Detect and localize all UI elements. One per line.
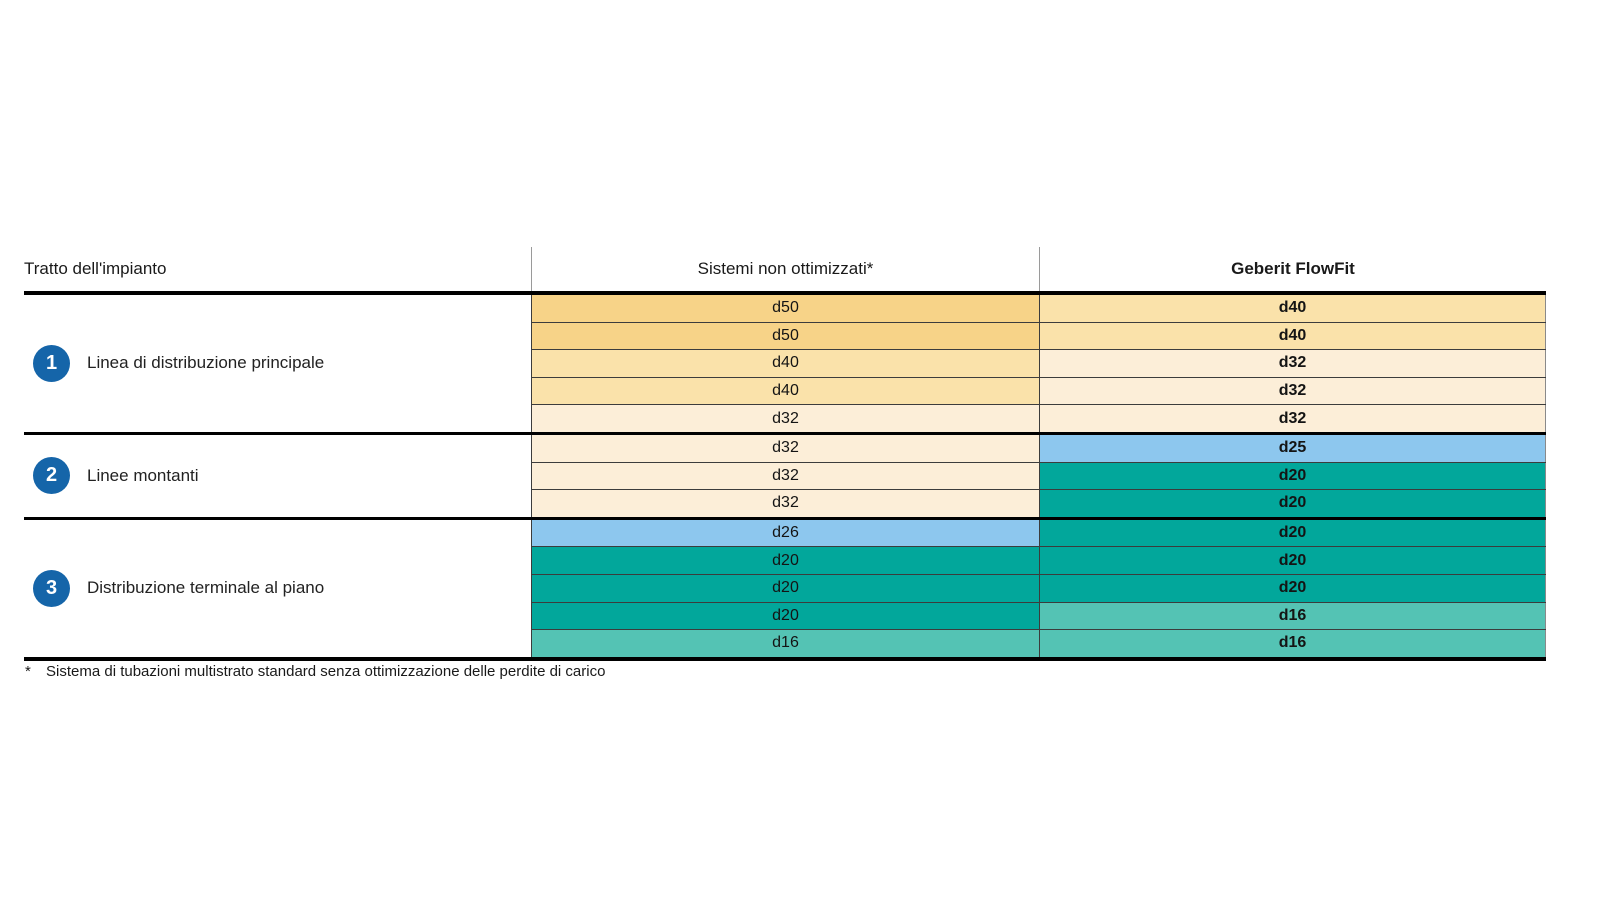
table-row: d32 d20	[531, 489, 1546, 517]
section-label: Linea di distribuzione principale	[87, 353, 325, 373]
cell-flowfit: d20	[1039, 519, 1546, 547]
table-row: d16 d16	[531, 629, 1546, 657]
cell-non-ottimizzati: d20	[531, 574, 1039, 602]
cell-flowfit: d20	[1039, 574, 1546, 602]
section-number-badge: 3	[33, 569, 70, 607]
section-label: Linee montanti	[87, 465, 199, 485]
footnote-text: Sistema di tubazioni multistrato standar…	[46, 663, 606, 680]
cell-non-ottimizzati: d32	[531, 490, 1039, 517]
cell-flowfit: d32	[1039, 405, 1546, 432]
cell-flowfit: d32	[1039, 350, 1546, 377]
table-row: d20 d20	[531, 573, 1546, 602]
cell-non-ottimizzati: d32	[531, 434, 1039, 462]
cell-non-ottimizzati: d50	[531, 322, 1039, 350]
cell-non-ottimizzati: d20	[531, 547, 1039, 574]
table-header-row: Tratto dell'impianto Sistemi non ottimiz…	[24, 247, 1546, 291]
section-number-badge: 1	[33, 344, 70, 382]
cell-non-ottimizzati: d32	[531, 405, 1039, 432]
cell-flowfit: d20	[1039, 547, 1546, 574]
table-body: 1 Linea di distribuzione principale d50 d40…	[24, 291, 1546, 661]
cell-non-ottimizzati: d32	[531, 462, 1039, 490]
section-label: Distribuzione terminale al piano	[87, 578, 325, 598]
cell-flowfit: d20	[1039, 490, 1546, 517]
table-row: d50 d40	[531, 295, 1546, 322]
section-label-cell: 2 Linee montanti	[24, 435, 531, 517]
section-rows: d50 d40 d50 d40 d40 d32 d40 d32 d32 d32	[531, 295, 1546, 432]
cell-flowfit: d25	[1039, 434, 1546, 462]
cell-flowfit: d16	[1039, 630, 1546, 657]
table-row: d50 d40	[531, 321, 1546, 350]
cell-non-ottimizzati: d26	[531, 519, 1039, 547]
cell-flowfit: d32	[1039, 377, 1546, 405]
table-section: 3 Distribuzione terminale al piano d26 d20 d…	[24, 516, 1546, 657]
cell-non-ottimizzati: d16	[531, 630, 1039, 657]
cell-flowfit: d20	[1039, 462, 1546, 490]
table-row: d32 d32	[531, 404, 1546, 432]
column-header-geberit-flowfit: Geberit FlowFit	[1039, 247, 1546, 291]
cell-non-ottimizzati: d20	[531, 602, 1039, 630]
table-row: d40 d32	[531, 376, 1546, 405]
section-rows: d32 d25 d32 d20 d32 d20	[531, 434, 1546, 517]
table-section: 1 Linea di distribuzione principale d50 d40…	[24, 291, 1546, 432]
cell-flowfit: d40	[1039, 295, 1546, 322]
cell-non-ottimizzati: d50	[531, 295, 1039, 322]
table-row: d40 d32	[531, 349, 1546, 377]
table-row: d20 d16	[531, 601, 1546, 630]
column-header-sistemi-non-ottimizzati: Sistemi non ottimizzati*	[531, 247, 1039, 291]
table-row: d32 d20	[531, 461, 1546, 490]
section-rows: d26 d20 d20 d20 d20 d20 d20 d16 d16 d16	[531, 519, 1546, 657]
pipe-diameter-comparison-table: Tratto dell'impianto Sistemi non ottimiz…	[24, 247, 1546, 661]
cell-non-ottimizzati: d40	[531, 377, 1039, 405]
table-row: d32 d25	[531, 434, 1546, 462]
column-header-tratto-impianto: Tratto dell'impianto	[24, 259, 167, 278]
section-label-cell: 3 Distribuzione terminale al piano	[24, 520, 531, 657]
table-row: d26 d20	[531, 519, 1546, 547]
section-number-badge: 2	[33, 457, 70, 495]
footnote-asterisk: *	[25, 663, 31, 680]
section-label-cell: 1 Linea di distribuzione principale	[24, 295, 531, 432]
cell-non-ottimizzati: d40	[531, 350, 1039, 377]
cell-flowfit: d40	[1039, 322, 1546, 350]
table-row: d20 d20	[531, 546, 1546, 574]
cell-flowfit: d16	[1039, 602, 1546, 630]
table-section: 2 Linee montanti d32 d25 d32 d20 d32 d20	[24, 431, 1546, 517]
footnote: * Sistema di tubazioni multistrato stand…	[25, 663, 605, 680]
